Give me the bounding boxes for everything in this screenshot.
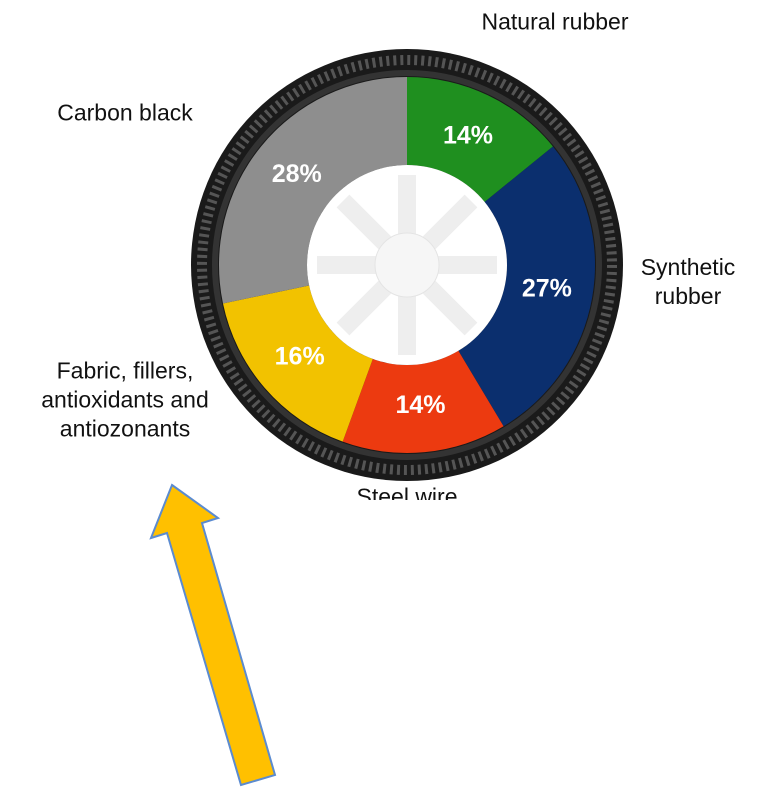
arrow: [151, 485, 275, 785]
value-label: 16%: [275, 343, 325, 371]
value-label: 27%: [522, 274, 572, 302]
category-label: Synthetic rubber: [641, 253, 736, 311]
category-label: Carbon black: [57, 99, 193, 128]
category-label: Fabric, fillers, antioxidants and antioz…: [41, 357, 209, 444]
page: 14% 27% 14% 16% 28% Natural rubber Synthetic …: [0, 0, 761, 787]
category-label: Steel wire: [357, 483, 458, 501]
value-label: 14%: [443, 121, 493, 149]
value-label: 14%: [395, 391, 445, 419]
category-label: Natural rubber: [481, 8, 628, 37]
hub-center: [375, 233, 439, 297]
chart: 14% 27% 14% 16% 28% Natural rubber Synthetic …: [0, 0, 761, 500]
value-label: 28%: [272, 160, 322, 188]
